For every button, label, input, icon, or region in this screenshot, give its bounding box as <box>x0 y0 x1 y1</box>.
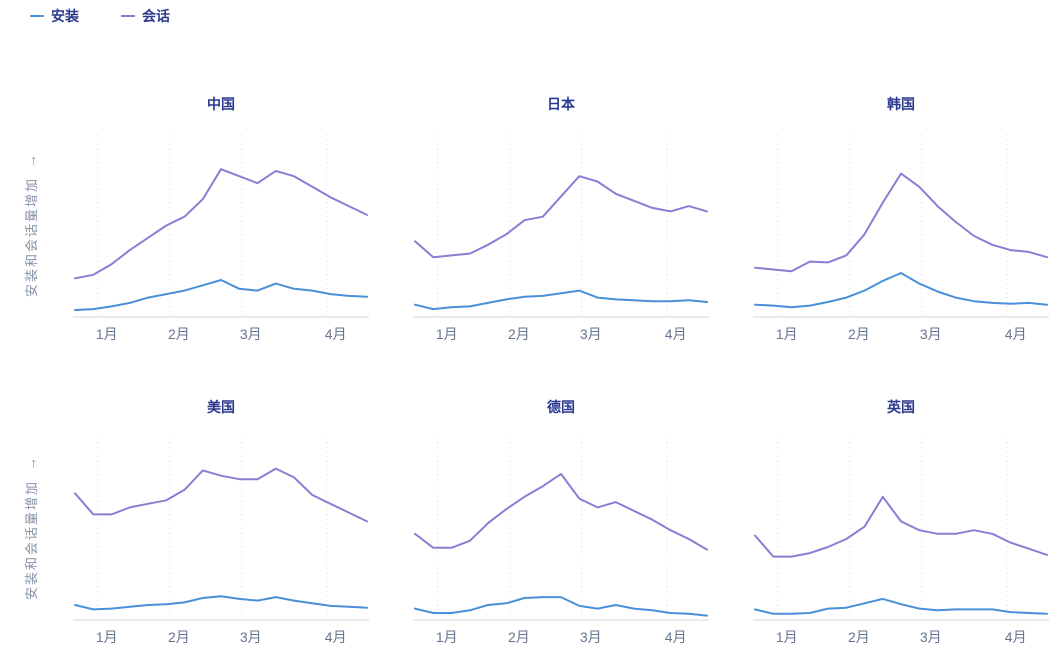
chart-canvas-uk[interactable]: 1月 2月 3月 4月 <box>753 436 1049 648</box>
y-axis-label-row2: 安装和会话量增加 → <box>15 436 45 620</box>
x-tick-label: 3月 <box>240 326 262 342</box>
chart-china: 中国 1月 2月 3月 4月 <box>73 95 369 345</box>
chart-germany: 德国 1月 2月 3月 4月 <box>413 398 709 648</box>
x-tick-label: 2月 <box>848 326 870 342</box>
installs-line[interactable] <box>754 597 1048 615</box>
chart-canvas-japan[interactable]: 1月 2月 3月 4月 <box>413 133 709 345</box>
sessions-line[interactable] <box>414 472 708 551</box>
x-tick-label: 1月 <box>776 629 798 645</box>
chart-canvas-germany[interactable]: 1月 2月 3月 4月 <box>413 436 709 648</box>
installs-line[interactable] <box>74 279 368 311</box>
x-tick-label: 1月 <box>776 326 798 342</box>
legend-item-installs[interactable]: 安装 <box>30 6 79 26</box>
sessions-line[interactable] <box>414 175 708 259</box>
installs-line[interactable] <box>414 596 708 617</box>
x-tick-label: 2月 <box>168 326 190 342</box>
x-tick-label: 3月 <box>240 629 262 645</box>
up-arrow-icon: → <box>22 456 39 471</box>
chart-korea: 韩国 1月 2月 3月 4月 <box>753 95 1049 345</box>
y-axis-label-text: 安装和会话量增加 <box>23 479 39 600</box>
chart-title-korea: 韩国 <box>887 96 915 112</box>
sessions-line-swatch <box>121 15 135 17</box>
x-tick-label: 4月 <box>1005 629 1027 645</box>
sessions-line[interactable] <box>74 467 368 523</box>
chart-uk: 英国 1月 2月 3月 4月 <box>753 398 1049 648</box>
x-tick-label: 3月 <box>920 326 942 342</box>
x-tick-label: 1月 <box>436 326 458 342</box>
x-tick-label: 2月 <box>508 326 530 342</box>
chart-legend: 安装 会话 <box>30 6 170 26</box>
installs-line-swatch <box>30 15 44 17</box>
x-tick-label: 3月 <box>920 629 942 645</box>
x-tick-label: 3月 <box>580 629 602 645</box>
x-tick-label: 2月 <box>508 629 530 645</box>
y-axis-label-row1: 安装和会话量增加 → <box>15 133 45 317</box>
x-tick-label: 4月 <box>665 629 687 645</box>
chart-title-germany: 德国 <box>547 399 575 415</box>
y-axis-label-text: 安装和会话量增加 <box>23 176 39 297</box>
chart-title-japan: 日本 <box>547 96 575 112</box>
chart-title-uk: 英国 <box>887 399 915 415</box>
chart-usa: 美国 1月 2月 3月 4月 <box>73 398 369 648</box>
up-arrow-icon: → <box>22 153 39 168</box>
installs-line[interactable] <box>74 595 368 611</box>
chart-japan: 日本 1月 2月 3月 4月 <box>413 95 709 345</box>
chart-canvas-korea[interactable]: 1月 2月 3月 4月 <box>753 133 1049 345</box>
chart-title-china: 中国 <box>207 96 235 112</box>
sessions-line[interactable] <box>754 495 1048 558</box>
x-tick-label: 1月 <box>96 629 118 645</box>
sessions-line[interactable] <box>754 172 1048 273</box>
chart-title-usa: 美国 <box>207 399 235 415</box>
x-tick-label: 1月 <box>436 629 458 645</box>
legend-label-installs: 安装 <box>51 8 79 24</box>
x-tick-label: 4月 <box>325 326 347 342</box>
legend-label-sessions: 会话 <box>142 8 170 24</box>
chart-canvas-china[interactable]: 1月 2月 3月 4月 <box>73 133 369 345</box>
x-tick-label: 2月 <box>848 629 870 645</box>
installs-line[interactable] <box>414 289 708 311</box>
x-tick-label: 4月 <box>665 326 687 342</box>
installs-line[interactable] <box>754 272 1048 309</box>
x-tick-label: 1月 <box>96 326 118 342</box>
sessions-line[interactable] <box>74 168 368 280</box>
legend-item-sessions[interactable]: 会话 <box>121 6 170 26</box>
chart-canvas-usa[interactable]: 1月 2月 3月 4月 <box>73 436 369 648</box>
x-tick-label: 3月 <box>580 326 602 342</box>
x-tick-label: 4月 <box>325 629 347 645</box>
x-tick-label: 2月 <box>168 629 190 645</box>
x-tick-label: 4月 <box>1005 326 1027 342</box>
